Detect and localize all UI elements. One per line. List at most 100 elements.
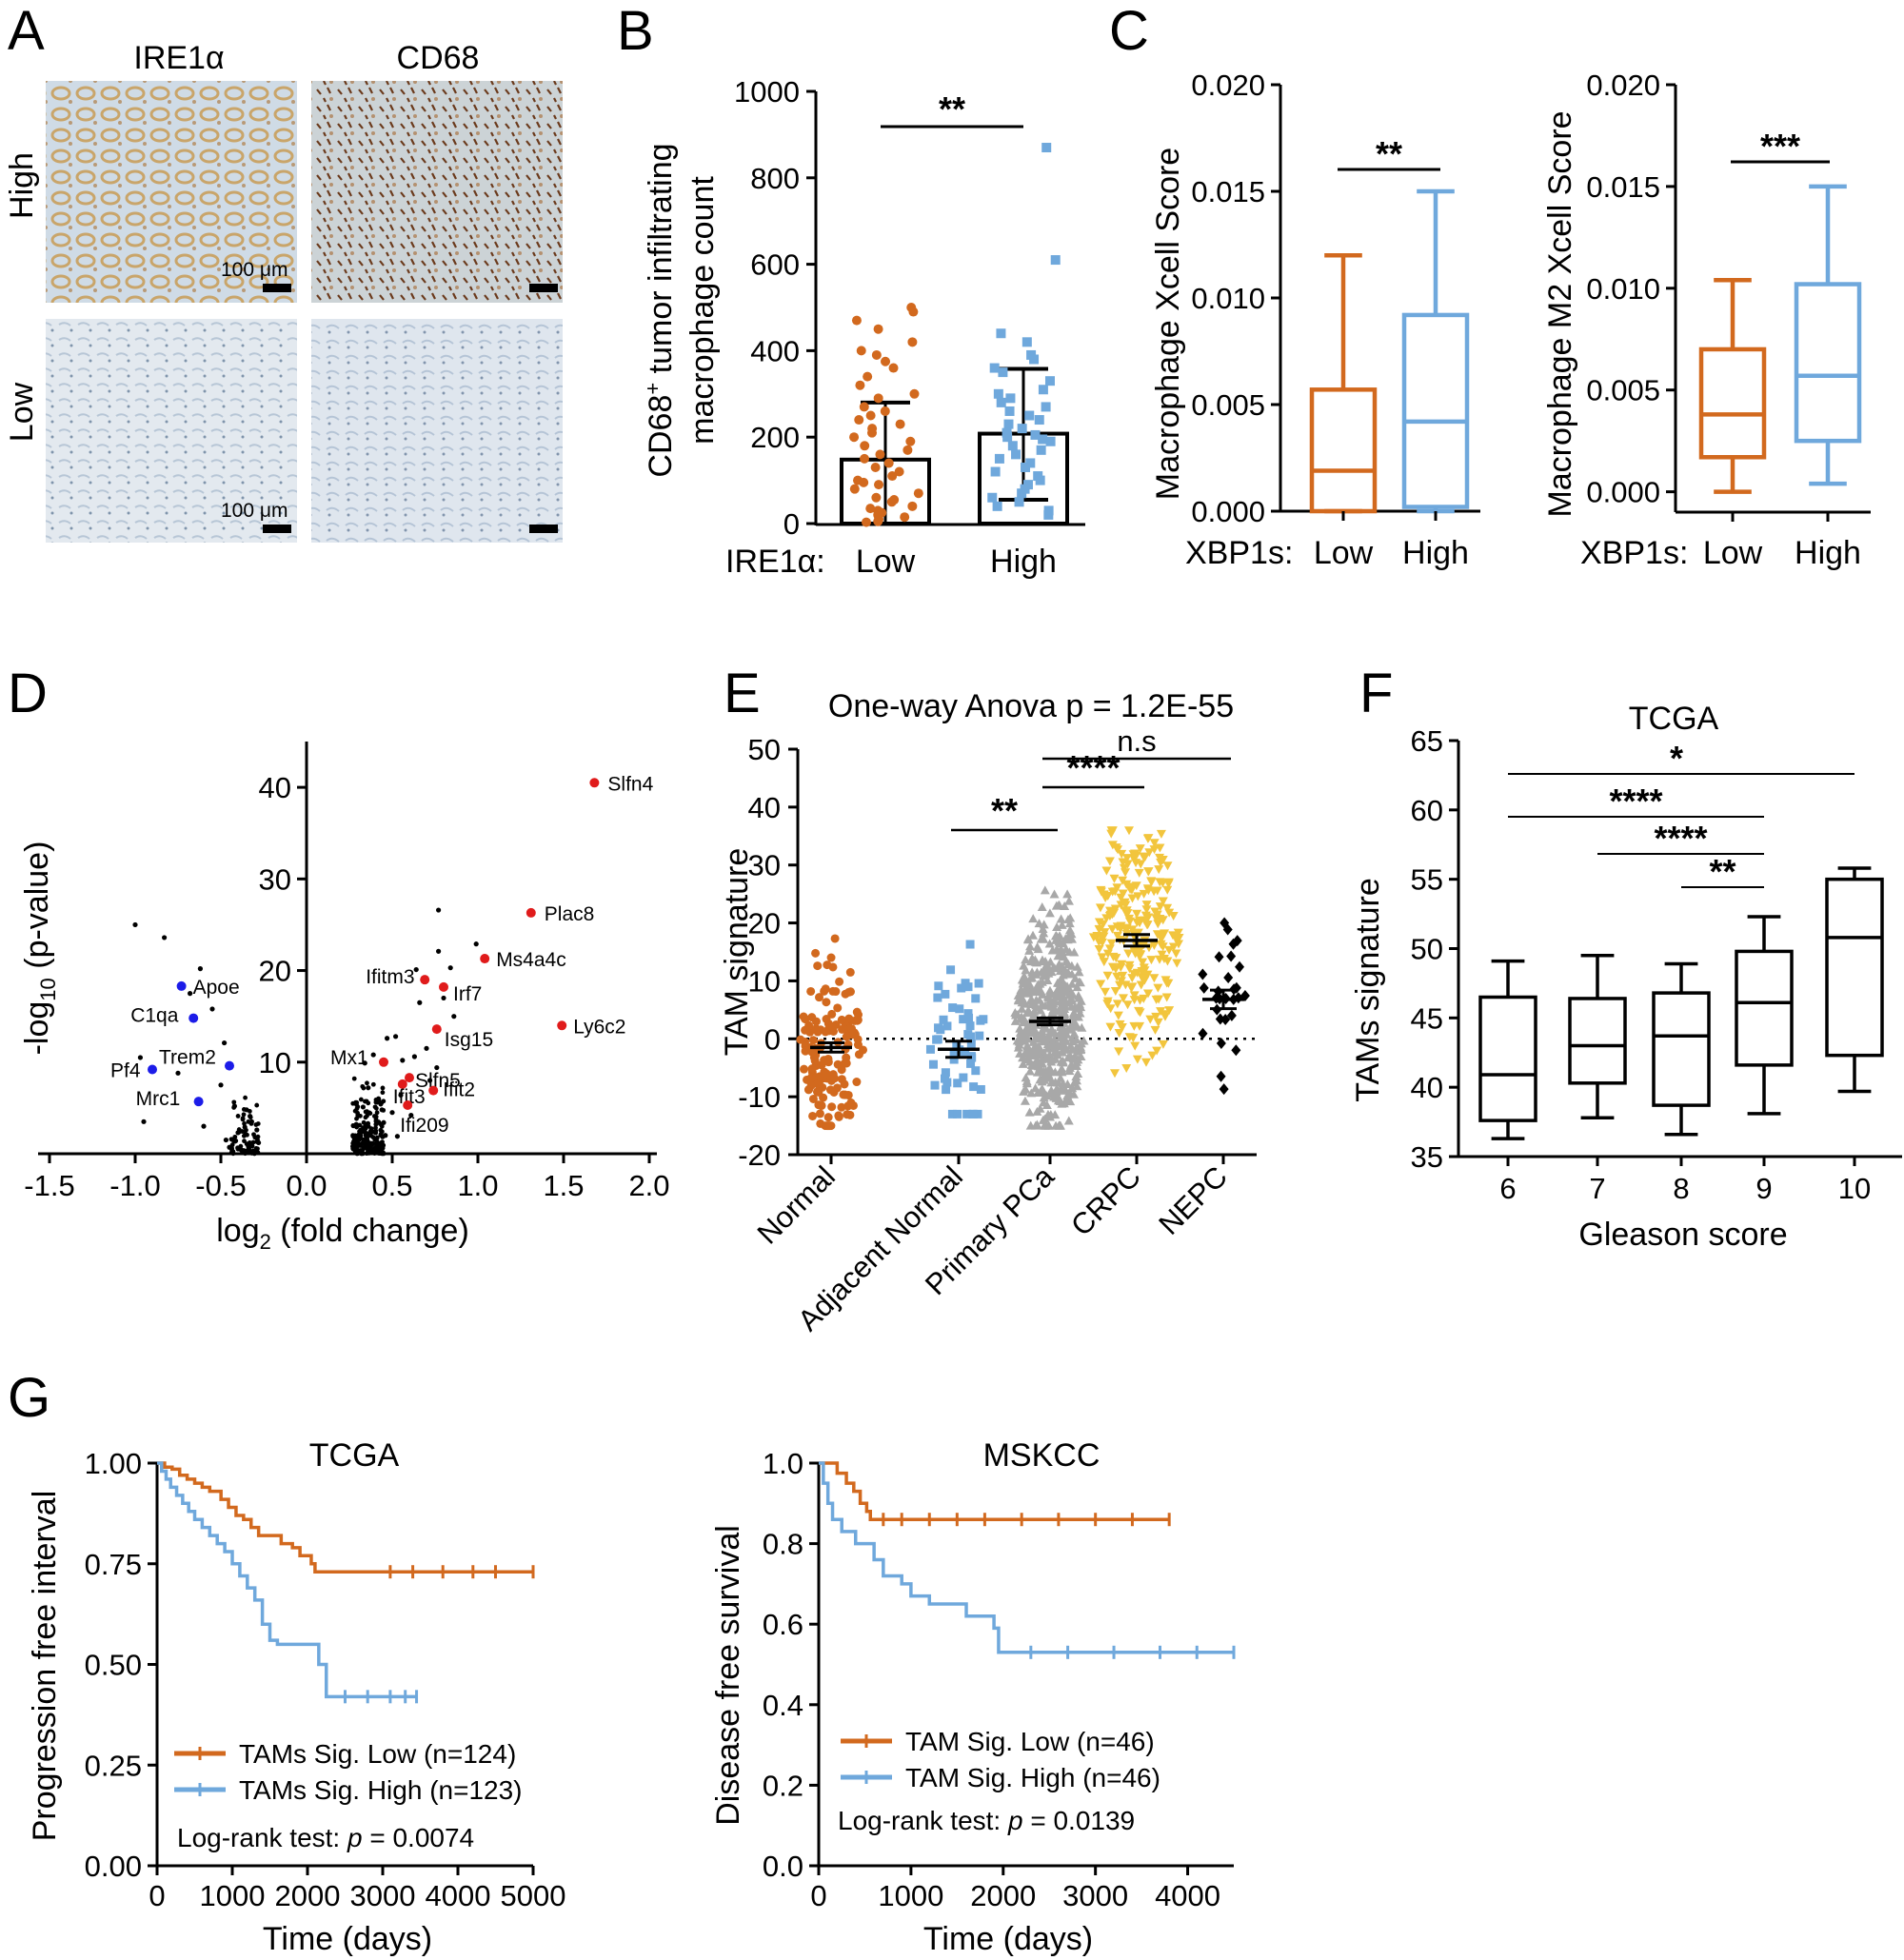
d-gene-down-c1qa (188, 1013, 199, 1023)
e-point-primary (1042, 976, 1053, 985)
e-point-crpc (1109, 1069, 1120, 1079)
e-point-crpc (1100, 987, 1110, 997)
d-point (353, 1099, 359, 1105)
e-point-crpc (1151, 995, 1161, 1004)
e-point-nepc (1223, 971, 1234, 983)
d-gene-label: Slfn5 (415, 1070, 461, 1092)
g2-xtick-label: 3000 (1062, 1879, 1128, 1912)
e-point-primary (1028, 1037, 1039, 1046)
e-point-crpc (1149, 940, 1160, 950)
e-point-primary (1015, 1023, 1025, 1033)
g1-ytick-label: 0.50 (85, 1649, 142, 1682)
b-point-high (1036, 445, 1046, 455)
b-point-high (1034, 415, 1044, 426)
e-point-normal (814, 1087, 823, 1097)
e-point-crpc (1118, 971, 1128, 980)
panel-e: E One-way Anova p = 1.2E-55 TAM signatur… (719, 663, 1257, 1337)
e-point-crpc (1106, 939, 1117, 948)
e-point-primary (1035, 1005, 1045, 1015)
e-point-adjacent (946, 965, 956, 975)
e-point-normal (852, 1078, 862, 1087)
d-point (367, 1128, 373, 1134)
e-point-crpc (1144, 848, 1155, 858)
c1-ytick-label: 0.010 (1191, 282, 1265, 315)
e-point-normal (828, 1022, 838, 1032)
d-point (253, 1145, 259, 1151)
e-point-crpc (1137, 974, 1147, 983)
f-ytick-label: 35 (1411, 1140, 1443, 1174)
d-point (247, 1109, 252, 1114)
e-point-crpc (1099, 958, 1109, 967)
d-point (240, 1116, 246, 1121)
b-point-high (1021, 337, 1032, 347)
e-point-adjacent (963, 1030, 973, 1039)
d-point (360, 1104, 366, 1110)
e-point-crpc (1149, 839, 1160, 848)
e-point-primary (1061, 934, 1071, 943)
e-point-primary (1056, 914, 1066, 923)
b-point-high (990, 466, 1001, 477)
b-point-low (873, 516, 883, 526)
d-gene-label: Mx1 (330, 1047, 368, 1069)
b-point-low (880, 406, 890, 416)
d-point (411, 1054, 417, 1059)
e-point-crpc (1161, 979, 1172, 988)
d-gene-label: Ms4a4c (496, 949, 566, 971)
e-point-normal (817, 1100, 826, 1110)
e-point-normal (825, 1085, 835, 1095)
b-point-high (1050, 255, 1061, 266)
e-point-crpc (1172, 959, 1182, 968)
d-gene-label: Ifit3 (393, 1086, 426, 1108)
e-point-crpc (1151, 1012, 1161, 1021)
e-point-normal (842, 1059, 851, 1068)
e-point-adjacent (969, 1082, 979, 1092)
e-point-crpc (1137, 966, 1147, 976)
b-ylabel-rest: tumor infiltrating (643, 143, 679, 382)
c2-ylabel: Macrophage M2 Xcell Score (1542, 110, 1578, 517)
e-point-primary (1018, 1059, 1028, 1068)
e-point-crpc (1097, 953, 1107, 962)
d-ytick-label: 20 (259, 955, 291, 988)
e-point-primary (1044, 908, 1055, 918)
b-point-high (1017, 424, 1027, 434)
e-point-primary (1039, 934, 1049, 943)
c2-ytick-label: 0.000 (1586, 476, 1660, 509)
e-point-adjacent (952, 1040, 962, 1050)
d-point (197, 966, 203, 972)
e-point-crpc (1102, 1000, 1113, 1009)
e-point-crpc (1109, 874, 1120, 883)
scale-bar-cd68-low (529, 525, 558, 533)
e-point-adjacent (974, 979, 983, 988)
scale-bar-ire1a-high (263, 284, 291, 292)
e-point-primary (1047, 1054, 1058, 1063)
e-point-nepc (1231, 1044, 1241, 1057)
e-point-crpc (1158, 942, 1168, 952)
e-point-primary (1064, 919, 1075, 928)
b-point-low (856, 346, 866, 356)
e-point-adjacent (965, 1021, 975, 1031)
f-sig-label: * (1670, 739, 1683, 778)
g1-ytick-label: 0.75 (85, 1548, 142, 1581)
d-point (361, 1145, 367, 1151)
e-point-normal (822, 1069, 831, 1079)
e-point-crpc (1145, 1015, 1156, 1024)
e-xtick-label: CRPC (1064, 1159, 1147, 1242)
d-point (380, 1090, 386, 1096)
e-point-crpc (1140, 852, 1150, 861)
e-point-crpc (1134, 868, 1144, 878)
g1-title: TCGA (309, 1437, 400, 1474)
e-point-primary (1067, 1033, 1078, 1042)
e-point-nepc (1199, 981, 1209, 994)
e-point-crpc (1124, 964, 1135, 974)
e-point-primary (1049, 889, 1060, 899)
b-point-high (1038, 385, 1048, 395)
d-point (244, 1127, 248, 1133)
e-point-primary (1042, 1043, 1053, 1053)
d-gene-up-ifi209 (403, 1100, 413, 1111)
e-point-adjacent (925, 1044, 935, 1054)
d-point (366, 1123, 371, 1129)
d-xtick-label: 0.0 (286, 1169, 327, 1202)
e-point-normal (809, 1053, 819, 1062)
b-point-low (863, 371, 873, 382)
e-point-primary (1024, 979, 1035, 988)
